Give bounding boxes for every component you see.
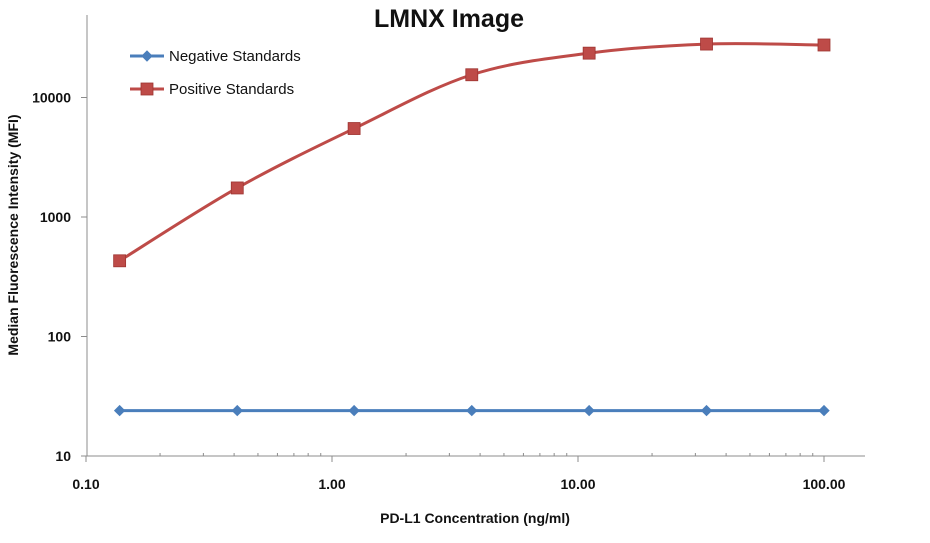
x-tick-label: 100.00 [803,476,846,492]
chart-title: LMNX Image [374,5,524,33]
negative-standards-point [348,404,360,417]
legend-marker-positive-standards [140,82,154,96]
positive-standards-point [465,68,479,82]
legend-marker-negative-standards [141,50,153,62]
y-tick-label: 10000 [32,90,71,106]
y-axis-title: Median Fluorescence Intensity (MFI) [5,114,21,355]
legend-item-positive-standards: Positive Standards [130,81,294,98]
y-tick-label: 100 [48,329,72,345]
negative-standards-point [466,404,478,417]
positive-standards-point [230,181,244,195]
negative-standards-point [818,404,830,417]
x-axis-title: PD-L1 Concentration (ng/ml) [380,510,570,526]
x-major-ticks: 0.10 1.00 10.00 100.00 [72,456,846,492]
x-tick-label: 0.10 [72,476,99,492]
series-negative-standards [113,404,830,417]
x-tick-label: 1.00 [318,476,345,492]
legend: Negative Standards Positive Standards [130,48,301,98]
axes [86,15,865,457]
negative-standards-point [700,404,713,417]
y-tick-label: 10 [55,448,71,464]
legend-label-negative-standards: Negative Standards [169,48,301,65]
positive-standards-point [113,254,127,268]
legend-label-positive-standards: Positive Standards [169,81,294,98]
negative-standards-point [113,404,126,417]
x-minor-ticks [159,453,814,456]
negative-standards-point [231,404,243,417]
y-tick-label: 1000 [40,209,71,225]
positive-standards-point [347,122,361,135]
series-layer [113,37,831,417]
series-positive-standards [113,37,831,268]
legend-item-negative-standards: Negative Standards [130,48,301,65]
negative-standards-point [583,404,595,417]
positive-standards-point [582,46,596,60]
x-tick-label: 10.00 [560,476,595,492]
positive-standards-point [700,37,713,51]
positive-standards-point [817,38,831,52]
y-ticks: 10 100 1000 10000 [32,90,87,464]
